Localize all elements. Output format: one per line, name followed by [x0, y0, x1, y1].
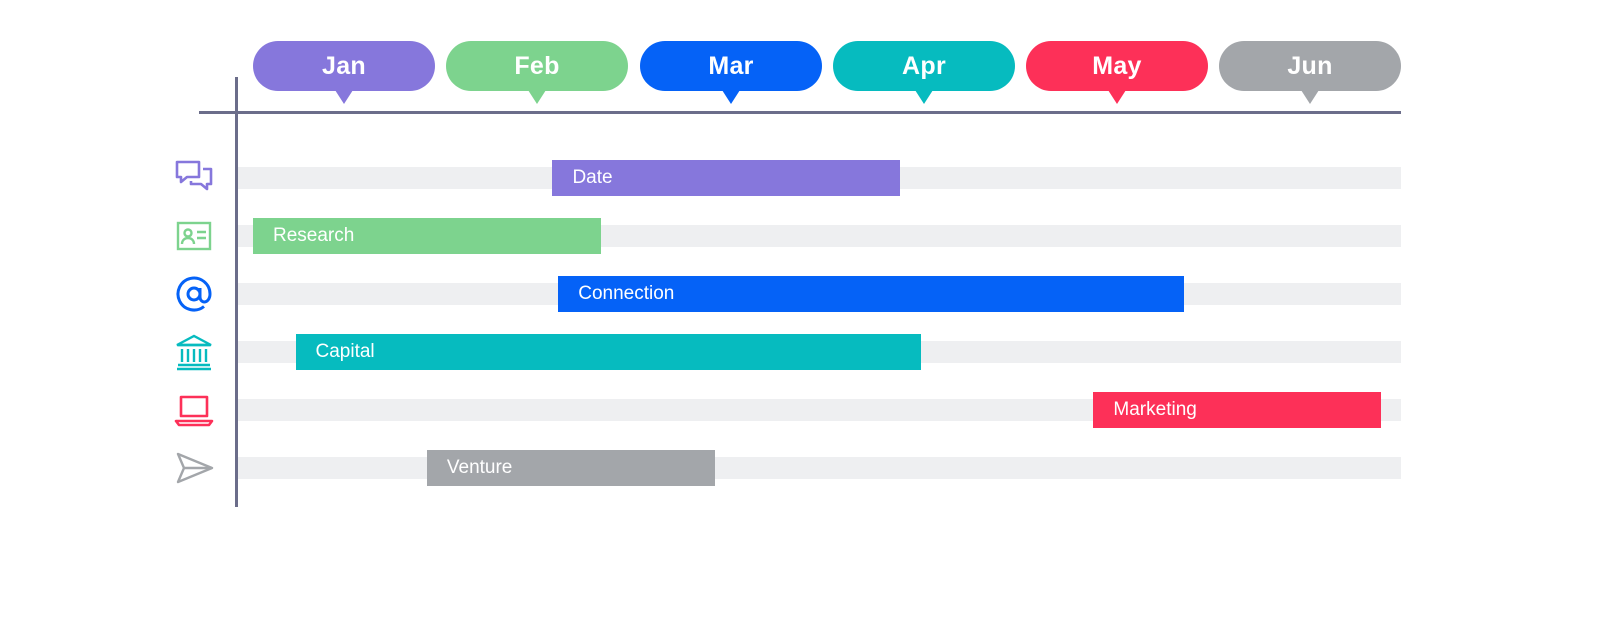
month-label: Jun: [1287, 51, 1333, 80]
task-bar-research[interactable]: Research: [253, 218, 601, 254]
month-pill-may: May: [1026, 41, 1208, 104]
task-bar-marketing[interactable]: Marketing: [1093, 392, 1382, 428]
horizontal-axis-line: [199, 111, 1401, 114]
month-label: Jan: [322, 51, 366, 80]
month-pill-apr: Apr: [833, 41, 1015, 104]
month-pill-feb: Feb: [446, 41, 628, 104]
task-label: Research: [273, 225, 355, 246]
month-pill-mar: Mar: [640, 41, 822, 104]
at-sign-icon: [172, 272, 216, 316]
month-label: Feb: [514, 51, 560, 80]
row-track: [238, 457, 1401, 479]
task-label: Venture: [446, 457, 513, 478]
task-bar-venture[interactable]: Venture: [426, 450, 715, 486]
month-label: May: [1092, 51, 1142, 80]
month-label: Mar: [708, 51, 754, 80]
month-pill-jan: Jan: [253, 41, 435, 104]
bank-icon: [172, 330, 216, 374]
task-label: Capital: [315, 341, 375, 362]
task-label: Marketing: [1113, 399, 1197, 420]
task-label: Connection: [578, 283, 675, 304]
laptop-icon: [172, 388, 216, 432]
task-label: Date: [572, 167, 613, 188]
month-label: Apr: [902, 51, 946, 80]
task-bar-capital[interactable]: Capital: [295, 334, 922, 370]
month-pill-jun: Jun: [1219, 41, 1401, 104]
paper-plane-icon: [172, 446, 216, 490]
task-bar-connection[interactable]: Connection: [558, 276, 1185, 312]
task-bar-date[interactable]: Date: [552, 160, 901, 196]
vertical-axis-line: [235, 77, 238, 507]
id-card-icon: [172, 214, 216, 258]
chat-bubbles-icon: [172, 156, 216, 200]
